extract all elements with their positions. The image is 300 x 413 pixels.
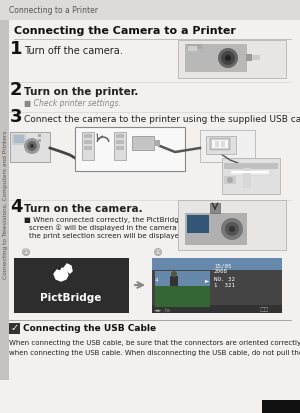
Bar [155,271,210,286]
Bar [38,134,41,137]
Text: screen ① will be displayed in the camera monitor. Then: screen ① will be displayed in the camera… [29,224,229,231]
Bar [116,140,124,144]
Text: Connecting to Televisions, Computers and Printers: Connecting to Televisions, Computers and… [3,131,8,279]
Bar [200,130,255,162]
Polygon shape [54,268,68,281]
Bar [116,146,124,150]
Text: PictBridge: PictBridge [40,293,102,303]
Bar [185,213,247,245]
Bar [210,138,230,150]
Text: Connecting to a Printer: Connecting to a Printer [9,6,98,15]
Bar [224,163,278,169]
Circle shape [225,222,239,236]
Bar [155,286,210,307]
Text: When connecting the USB cable, be sure that the connectors are oriented correctl: When connecting the USB cable, be sure t… [9,340,300,346]
Bar [9,323,20,334]
Bar [84,140,92,144]
Text: 2008: 2008 [214,269,228,274]
Bar [114,132,126,160]
Text: when connecting the USB cable. When disconnecting the USB cable, do not pull the: when connecting the USB cable. When disc… [9,350,300,356]
Bar [12,134,26,145]
Bar [0,20,9,380]
Text: Connecting the Camera to a Printer: Connecting the Camera to a Printer [14,26,236,36]
Bar [215,141,219,147]
Bar [230,170,270,175]
Bar [178,40,286,78]
Bar [185,44,247,72]
Bar [221,141,225,147]
Text: the print selection screen will be displayed ②.: the print selection screen will be displ… [29,233,195,239]
Bar [178,200,286,250]
Bar [206,136,236,154]
Bar [222,158,280,194]
Circle shape [227,177,233,183]
Text: 4: 4 [10,198,22,216]
Text: Connecting the USB Cable: Connecting the USB Cable [23,324,156,333]
Bar [75,127,185,171]
Circle shape [221,51,235,65]
Bar [84,134,92,138]
Bar [262,400,300,413]
Text: Turn on the printer.: Turn on the printer. [24,87,138,97]
Bar [232,171,268,173]
Circle shape [229,226,235,232]
Bar [170,276,178,286]
Circle shape [30,144,34,148]
Text: ■ Check printer settings.: ■ Check printer settings. [24,99,121,108]
Bar [82,132,94,160]
Text: 1  321: 1 321 [214,283,235,288]
Text: Connect the camera to the printer using the supplied USB cable.: Connect the camera to the printer using … [24,115,300,124]
Bar [154,140,160,146]
Text: □□: □□ [260,307,269,312]
Text: Turn on the camera.: Turn on the camera. [24,204,142,214]
Circle shape [218,48,238,68]
Bar [210,203,220,213]
Text: Turn off the camera.: Turn off the camera. [24,46,123,56]
Bar [84,146,92,150]
Bar [155,271,210,307]
Text: 2: 2 [10,81,22,99]
Circle shape [24,138,40,154]
Bar [188,46,197,51]
Bar [14,258,129,313]
Text: ②: ② [155,249,161,255]
Text: NO. 32: NO. 32 [214,277,235,282]
Circle shape [225,55,231,61]
Bar [212,140,228,148]
Bar [187,215,209,233]
Text: ✓: ✓ [11,323,19,333]
Bar [246,54,252,61]
Bar [224,176,236,184]
Bar [243,168,251,188]
Circle shape [154,248,162,256]
Bar [152,258,282,270]
Polygon shape [64,264,72,273]
Text: 1: 1 [10,40,22,58]
Bar [252,55,260,60]
Text: ■ When connected correctly, the PictBridge startup: ■ When connected correctly, the PictBrid… [24,217,212,223]
Bar [38,139,41,142]
Text: 4: 4 [155,278,158,283]
Bar [152,258,282,313]
Text: ►: ► [205,278,209,283]
Bar [187,44,202,49]
Circle shape [27,141,37,151]
Circle shape [22,248,30,256]
Circle shape [221,218,243,240]
Bar [14,135,24,143]
Text: Print selection: Print selection [154,260,217,269]
Circle shape [171,271,177,277]
Text: ◄►  /∞: ◄► /∞ [154,307,170,312]
Bar [152,305,282,313]
Bar [116,134,124,138]
Bar [0,0,300,20]
Text: 3: 3 [10,108,22,126]
Text: 15/05: 15/05 [214,263,232,268]
Bar [10,132,50,162]
Text: ①: ① [23,249,29,255]
Bar [132,136,154,150]
